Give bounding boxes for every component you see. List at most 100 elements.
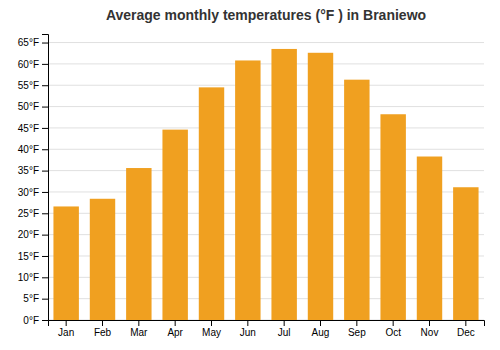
bar [199, 87, 224, 320]
tick-label: Feb [94, 327, 112, 338]
plot-area: 0°F 5°F 10°F 15°F 20°F 25°F 30°F 35°F 40°F 45°F 50… [18, 35, 485, 339]
tick-mark [42, 171, 48, 172]
tick-mark [42, 256, 48, 257]
tick-mark [356, 320, 357, 326]
tick-label: 25°F [18, 208, 39, 219]
x-tick: Aug [312, 320, 330, 338]
x-tick: May [202, 320, 221, 338]
tick-label: 60°F [18, 59, 39, 70]
tick-label: Jan [58, 327, 74, 338]
x-tick: Jun [240, 320, 256, 338]
bars [53, 49, 478, 320]
grid-line [48, 106, 484, 107]
y-tick: 40°F [18, 144, 48, 155]
tick-label: Apr [167, 327, 183, 338]
bar [271, 49, 296, 320]
tick-mark [42, 149, 48, 150]
tick-mark [465, 320, 466, 326]
tick-label: 50°F [18, 101, 39, 112]
tick-label: Mar [130, 327, 148, 338]
x-tick: Oct [385, 320, 401, 338]
tick-mark [393, 320, 394, 326]
tick-label: 15°F [18, 251, 39, 262]
bar [417, 157, 442, 320]
x-tick: Sep [348, 320, 366, 338]
tick-label: 5°F [23, 293, 39, 304]
tick-label: Jul [278, 327, 291, 338]
y-tick: 50°F [18, 101, 48, 112]
x-tick: Apr [167, 320, 183, 338]
tick-mark [247, 320, 248, 326]
bar [308, 53, 333, 320]
tick-label: 10°F [18, 272, 39, 283]
x-tick: Jul [278, 320, 291, 338]
y-axis: 0°F 5°F 10°F 15°F 20°F 25°F 30°F 35°F 40°F 45°F 50… [18, 35, 49, 326]
y-tick: 10°F [18, 272, 48, 283]
tick-label: 0°F [23, 315, 39, 326]
tick-mark [211, 320, 212, 326]
bar [235, 60, 260, 320]
tick-mark [42, 235, 48, 236]
y-tick: 55°F [18, 80, 48, 91]
tick-mark [320, 320, 321, 326]
grid-line [48, 85, 484, 86]
tick-mark [284, 320, 285, 326]
tick-label: 45°F [18, 123, 39, 134]
tick-mark [42, 299, 48, 300]
tick-mark [429, 320, 430, 326]
grid-line [48, 42, 484, 43]
bar [162, 130, 187, 320]
y-tick: 20°F [18, 229, 48, 240]
y-tick: 25°F [18, 208, 48, 219]
tick-mark [42, 128, 48, 129]
x-tick: Feb [94, 320, 112, 338]
bar [126, 168, 151, 320]
tick-label: Sep [348, 327, 366, 338]
chart-container: 0°F 5°F 10°F 15°F 20°F 25°F 30°F 35°F 40°F 45°F 50… [0, 0, 500, 350]
tick-mark [42, 277, 48, 278]
tick-mark [42, 192, 48, 193]
y-tick: 0°F [23, 315, 48, 326]
tick-label: Aug [312, 327, 330, 338]
tick-label: 20°F [18, 229, 39, 240]
grid-line [48, 149, 484, 150]
tick-label: 35°F [18, 165, 39, 176]
x-tick: Jan [58, 320, 74, 338]
axis-domain [49, 321, 485, 327]
y-tick: 45°F [18, 123, 48, 134]
tick-label: 65°F [18, 37, 39, 48]
grid-line [48, 63, 484, 64]
tick-mark [42, 107, 48, 108]
tick-label: 55°F [18, 80, 39, 91]
tick-label: 30°F [18, 187, 39, 198]
x-tick: Dec [457, 320, 475, 338]
x-axis: Jan Feb Mar Apr May Jun Jul Aug Sep Oct Nov Dec [49, 320, 485, 338]
y-tick: 65°F [18, 37, 48, 48]
x-tick: Nov [421, 320, 439, 338]
tick-label: 40°F [18, 144, 39, 155]
y-tick: 60°F [18, 59, 48, 70]
chart-svg: 0°F 5°F 10°F 15°F 20°F 25°F 30°F 35°F 40°F 45°F 50… [0, 0, 500, 350]
tick-mark [42, 85, 48, 86]
y-tick: 5°F [23, 293, 48, 304]
tick-mark [42, 320, 48, 321]
bar [90, 199, 115, 320]
tick-mark [42, 43, 48, 44]
tick-mark [66, 320, 67, 326]
bar [380, 114, 405, 320]
tick-label: May [202, 327, 221, 338]
tick-mark [138, 320, 139, 326]
tick-label: Dec [457, 327, 475, 338]
bar [453, 187, 478, 320]
y-tick: 35°F [18, 165, 48, 176]
bar [53, 206, 78, 320]
tick-mark [102, 320, 103, 326]
tick-label: Oct [385, 327, 401, 338]
bar [344, 80, 369, 320]
tick-mark [42, 64, 48, 65]
tick-mark [42, 213, 48, 214]
chart-title: Average monthly temperatures (°F ) in Br… [106, 7, 426, 23]
x-tick: Mar [130, 320, 148, 338]
y-tick: 30°F [18, 187, 48, 198]
tick-label: Jun [240, 327, 256, 338]
